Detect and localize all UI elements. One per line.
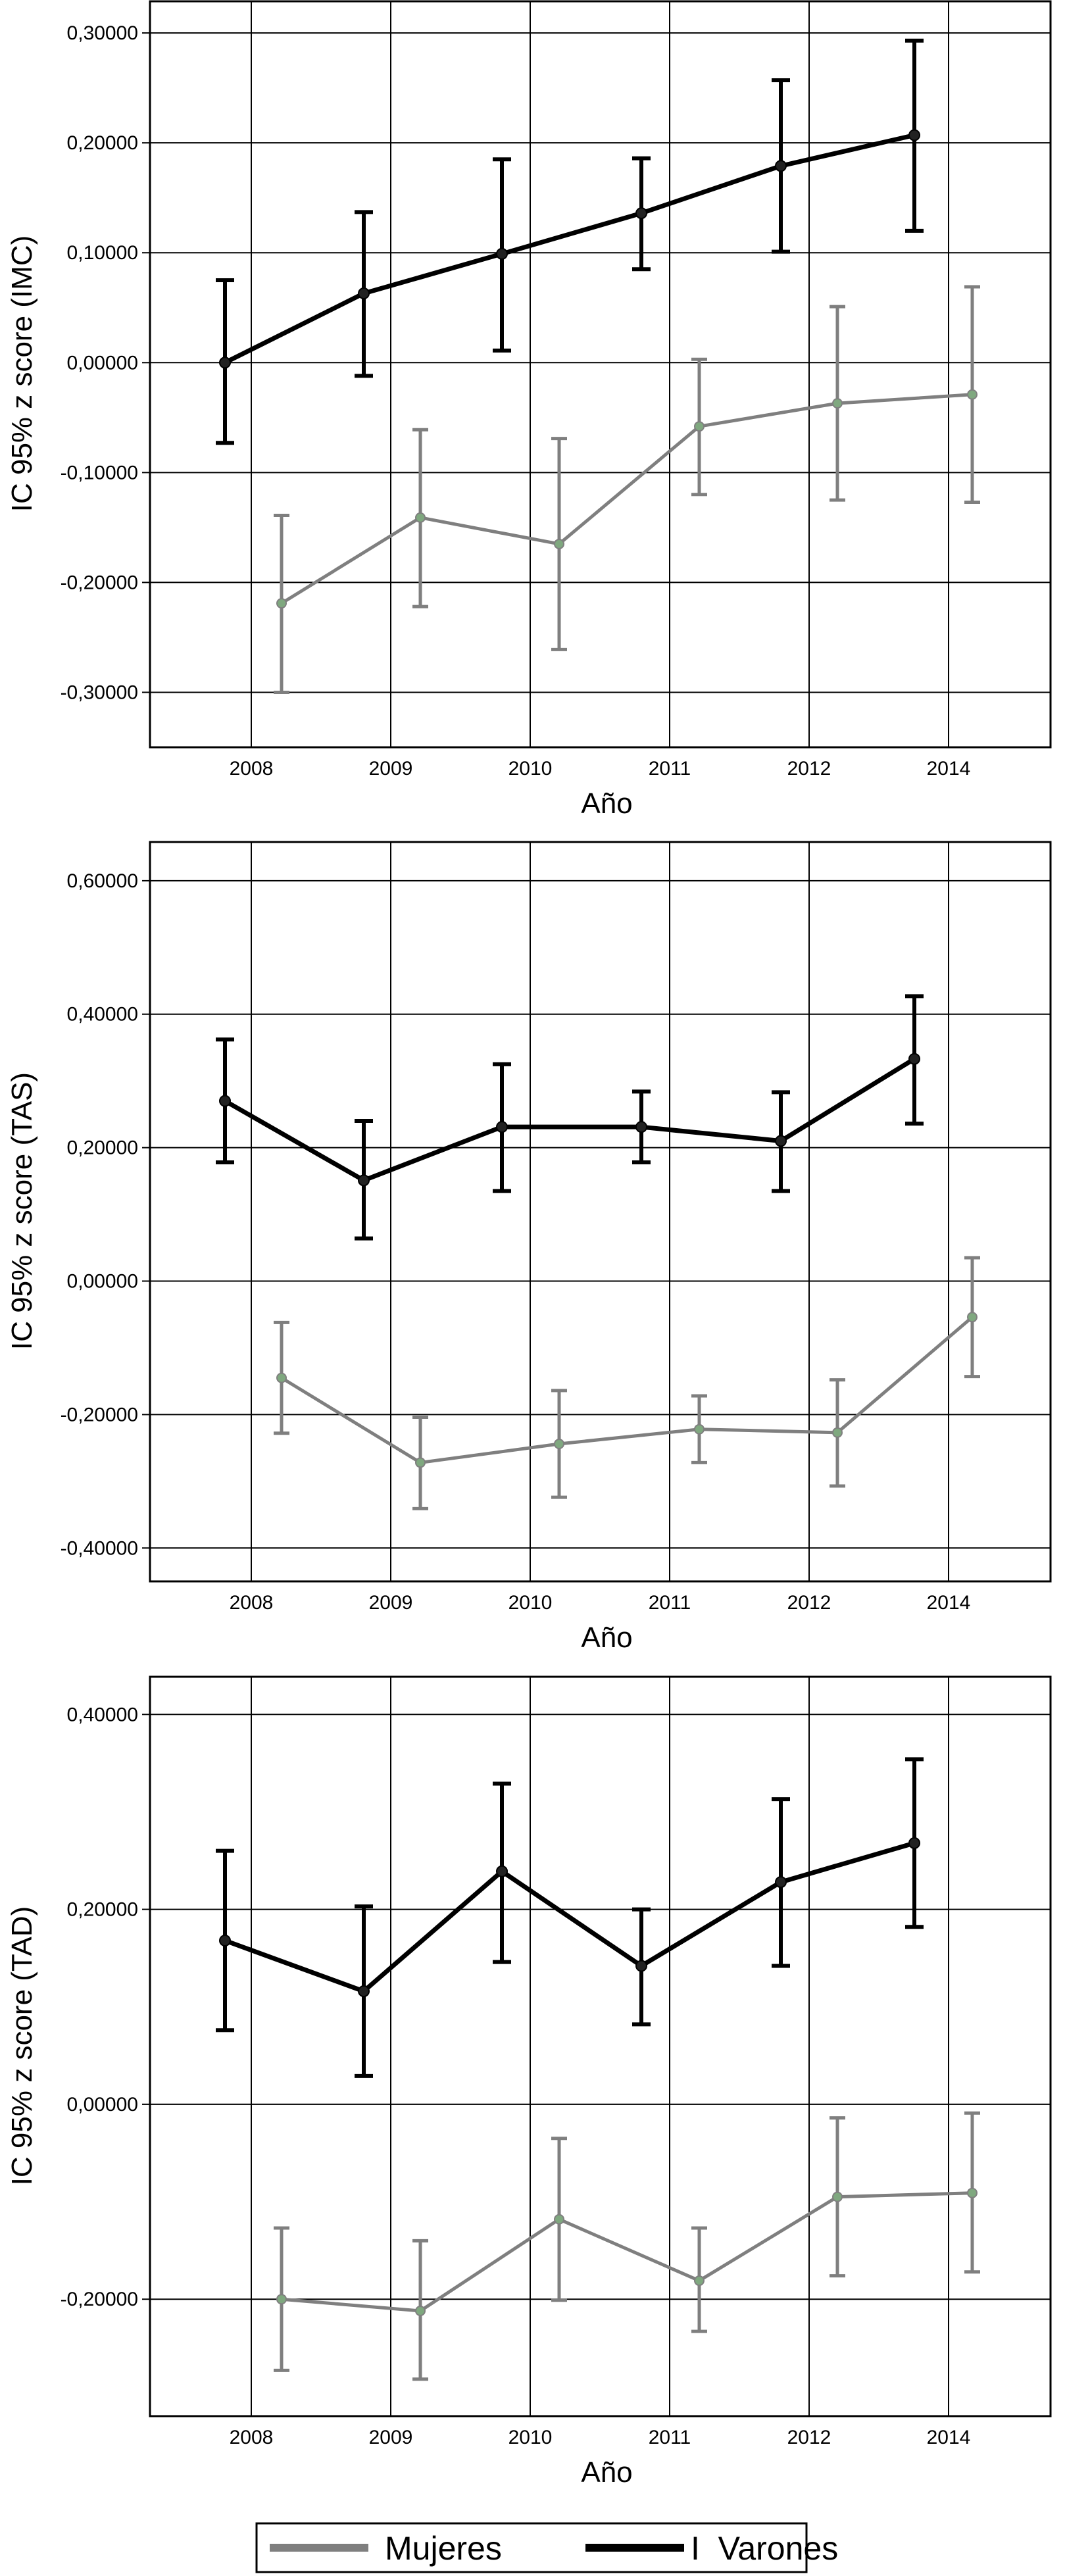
x-tick-label: 2009 [369, 2427, 413, 2448]
data-point-mujeres [832, 398, 843, 409]
data-point-mujeres [967, 2187, 978, 2198]
data-point-mujeres [967, 1312, 978, 1323]
x-tick-label: 2008 [230, 1592, 274, 1614]
x-tick-label: 2009 [369, 758, 413, 780]
data-point-varones [358, 287, 370, 300]
y-tick-label: 0,00000 [67, 352, 138, 374]
data-point-varones [908, 1053, 920, 1065]
x-tick-label: 2012 [787, 2427, 831, 2448]
x-axis-title: Año [581, 1622, 632, 1654]
y-tick-label: 0,40000 [67, 1004, 138, 1026]
series-varones [216, 1757, 924, 2078]
data-point-mujeres [694, 2275, 705, 2287]
series-line-varones [224, 1056, 916, 1183]
y-tick-label: 0,40000 [67, 1704, 138, 1725]
data-point-varones [775, 1876, 787, 1889]
y-tick-label: 0,20000 [67, 132, 138, 154]
x-axis-title: Año [581, 787, 632, 820]
data-point-mujeres [554, 538, 564, 549]
y-tick-label: -0,10000 [61, 462, 138, 483]
series-varones [216, 38, 924, 445]
data-point-varones [358, 1985, 370, 1998]
data-point-varones [908, 129, 920, 141]
data-point-mujeres [276, 2294, 287, 2305]
y-tick-label: 0,20000 [67, 1137, 138, 1159]
data-point-mujeres [554, 2214, 564, 2225]
x-tick-label: 2011 [649, 758, 691, 780]
legend-label-varones: I Varones [691, 2530, 838, 2567]
x-tick-label: 2011 [649, 2427, 691, 2448]
x-tick-label: 2011 [649, 1592, 691, 1614]
y-axis-title: IC 95% z score (TAS) [6, 1072, 38, 1350]
y-tick-label: 0,30000 [67, 22, 138, 44]
data-point-varones [496, 1121, 508, 1133]
chart-panel-3: 0,40000 0,20000 0,00000 -0,20000 2008 2009 201… [6, 1675, 1052, 2489]
x-tick-label: 2012 [787, 758, 831, 780]
y-tick-label: 0,00000 [67, 2094, 138, 2116]
y-tick-label: 0,60000 [67, 870, 138, 892]
series-line-mujeres [280, 393, 973, 605]
x-tick-label: 2008 [230, 2427, 274, 2448]
series-line-varones [224, 1841, 915, 1994]
y-tick-label: 0,10000 [67, 242, 138, 264]
y-axis-title: IC 95% z score (TAD) [6, 1906, 38, 2186]
legend: Mujeres I Varones [255, 2522, 838, 2573]
data-point-mujeres [276, 598, 287, 609]
data-point-varones [219, 357, 231, 369]
series-line-varones [224, 133, 915, 365]
data-point-varones [775, 160, 787, 172]
x-tick-label: 2014 [927, 2427, 971, 2448]
data-point-varones [219, 1934, 231, 1946]
series-mujeres [274, 2111, 980, 2381]
y-tick-label: -0,20000 [61, 572, 138, 593]
y-tick-label: 0,00000 [67, 1271, 138, 1293]
series-mujeres [274, 1256, 980, 1510]
data-point-mujeres [694, 1424, 705, 1435]
data-point-mujeres [694, 421, 705, 432]
x-tick-label: 2010 [508, 758, 553, 780]
data-point-varones [635, 1960, 647, 1972]
data-point-mujeres [832, 1427, 843, 1438]
data-point-mujeres [415, 512, 426, 523]
series-varones [216, 994, 924, 1241]
data-point-mujeres [967, 389, 978, 400]
data-point-varones [635, 207, 647, 220]
chart-panel-2: 0,60000 0,40000 0,20000 0,00000 -0,20000 -0,4… [6, 841, 1052, 1654]
data-point-varones [496, 247, 508, 260]
x-tick-label: 2014 [927, 758, 971, 780]
legend-label-mujeres: Mujeres [385, 2530, 502, 2567]
data-point-mujeres [415, 1457, 426, 1468]
x-tick-label: 2009 [369, 1592, 413, 1614]
data-point-varones [775, 1135, 787, 1147]
plot-frame [149, 0, 1052, 749]
y-tick-label: -0,20000 [61, 1404, 138, 1425]
data-point-varones [358, 1174, 370, 1187]
data-point-varones [219, 1095, 231, 1107]
data-point-mujeres [554, 1439, 564, 1450]
data-point-mujeres [415, 2305, 426, 2316]
x-tick-label: 2008 [230, 758, 274, 780]
series-mujeres [274, 285, 980, 694]
x-tick-label: 2010 [508, 2427, 553, 2448]
data-point-mujeres [832, 2191, 843, 2202]
x-tick-label: 2010 [508, 1592, 553, 1614]
data-point-varones [496, 1865, 508, 1877]
data-point-varones [635, 1121, 647, 1133]
x-tick-label: 2014 [927, 1592, 971, 1614]
y-axis-title: IC 95% z score (IMC) [6, 235, 38, 512]
data-point-mujeres [276, 1372, 287, 1383]
y-tick-label: -0,30000 [61, 681, 138, 703]
y-tick-label: 0,20000 [67, 1899, 138, 1921]
plot-frame [149, 841, 1052, 1583]
series-line-mujeres [281, 2191, 973, 2313]
y-tick-label: -0,20000 [61, 2289, 138, 2310]
data-point-varones [908, 1837, 920, 1849]
chart-panel-1: 0,30000 0,20000 0,10000 0,00000 -0,10000 -0,2… [6, 0, 1052, 820]
x-tick-label: 2012 [787, 1592, 831, 1614]
plot-frame [149, 1675, 1052, 2417]
series-line-mujeres [280, 1316, 974, 1464]
x-axis-title: Año [581, 2456, 632, 2489]
y-tick-label: -0,40000 [61, 1537, 138, 1559]
